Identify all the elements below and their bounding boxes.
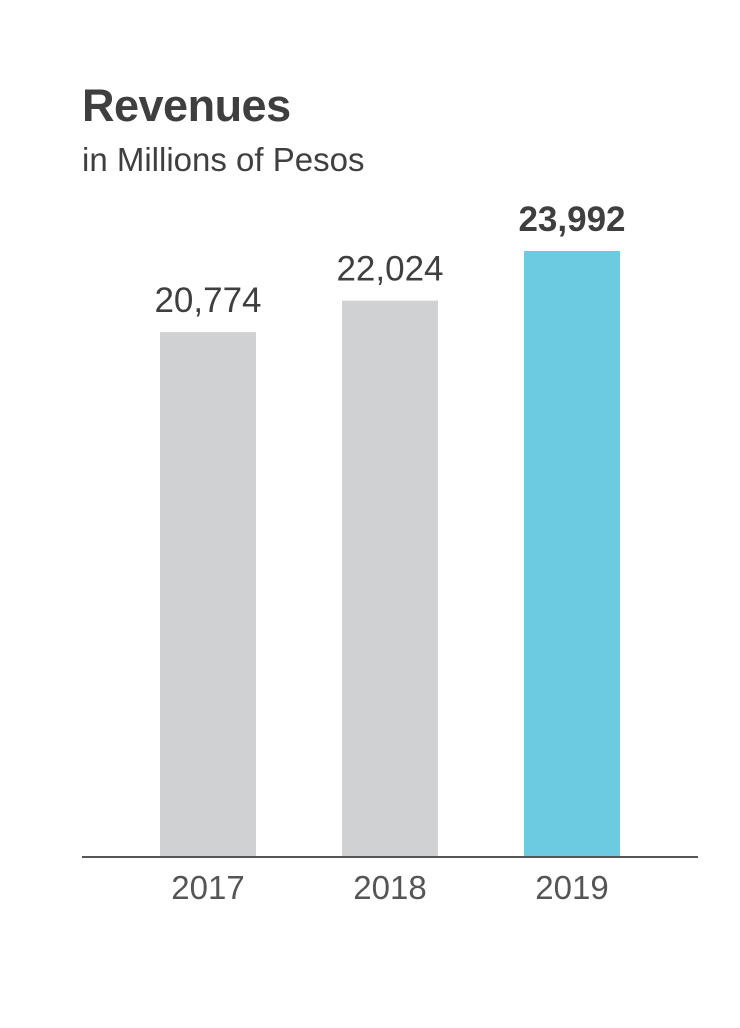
bar-2018 [342,300,438,856]
value-label-2018: 22,024 [336,250,443,289]
x-tick-label-2017: 2017 [171,869,244,906]
bars-layer [160,251,620,856]
x-tick-label-2018: 2018 [353,869,426,906]
labels-layer: 20,774 2017 22,024 2018 23,992 2019 [154,200,625,906]
bar-2019 [524,251,620,856]
x-tick-label-2019: 2019 [535,869,608,906]
bar-2017 [160,332,256,856]
chart-subtitle: in Millions of Pesos [82,141,365,178]
value-label-2017: 20,774 [154,281,261,320]
chart-title: Revenues [82,80,291,131]
value-label-2019: 23,992 [518,200,625,239]
